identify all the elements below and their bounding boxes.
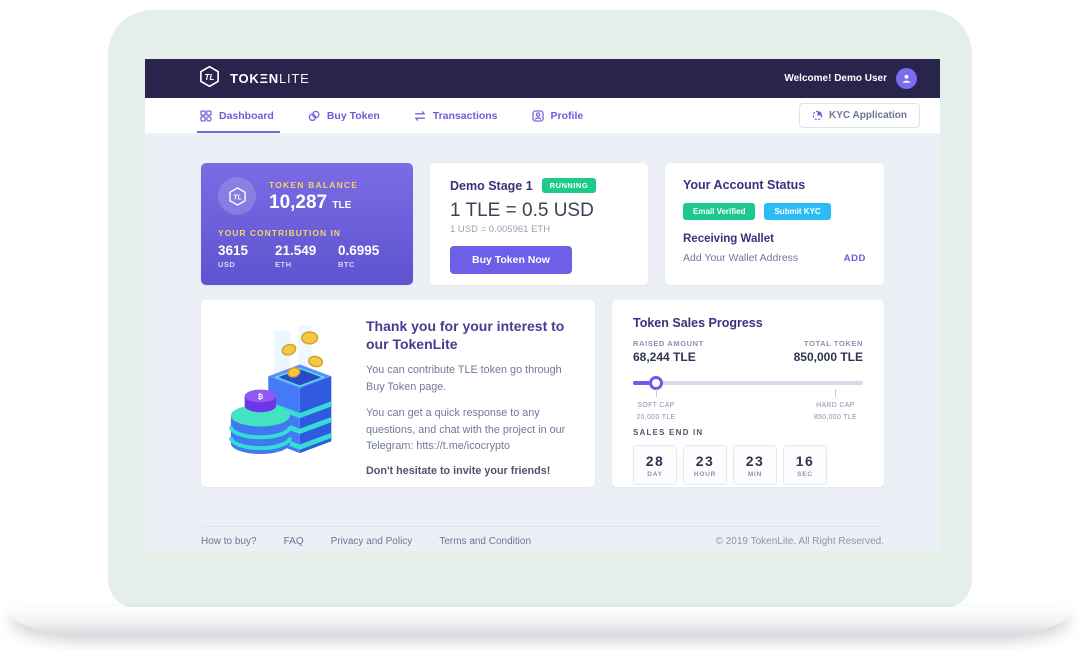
countdown-day: 28 DAY: [633, 445, 677, 485]
dashboard-content: TL TOKEN BALANCE 10,287 TLE YOUR CONTRIB…: [145, 134, 940, 551]
brand-cube-icon: TL: [198, 65, 221, 93]
progress-title: Token Sales Progress: [633, 316, 763, 330]
sale-stage-card: Demo Stage 1 RUNNING 1 TLE = 0.5 USD 1 U…: [430, 163, 648, 285]
swap-arrows-icon: [414, 110, 425, 121]
nav-item-transactions[interactable]: Transactions: [414, 98, 498, 133]
app-screen: TL TOKΞNLITE Welcome! Demo User: [145, 59, 940, 551]
countdown-hour: 23 HOUR: [683, 445, 727, 485]
coins-stack-illustration: ₿: [223, 325, 351, 470]
thank-you-card: ₿ Thank you for your interest to our Tok…: [201, 300, 595, 487]
detail-cards-row: ₿ Thank you for your interest to our Tok…: [201, 300, 884, 487]
token-balance-amount: 10,287 TLE: [269, 192, 352, 213]
token-balance-label: TOKEN BALANCE: [269, 180, 359, 190]
receiving-wallet-title: Receiving Wallet: [683, 233, 774, 245]
dashboard-grid-icon: [200, 109, 212, 122]
copyright-text: © 2019 TokenLite. All Right Reserved.: [715, 536, 884, 547]
add-wallet-link[interactable]: ADD: [843, 252, 866, 264]
sales-progress-slider: SOFT CAP 20,000 TLE HARD CAP 850,000 TLE: [633, 376, 863, 421]
top-header-bar: TL TOKΞNLITE Welcome! Demo User: [145, 59, 940, 98]
nav-label: Transactions: [432, 109, 498, 122]
nav-item-dashboard[interactable]: Dashboard: [197, 98, 280, 133]
brand-logo[interactable]: TL TOKΞNLITE: [198, 65, 310, 93]
user-menu[interactable]: Welcome! Demo User: [784, 68, 917, 89]
nav-items: Dashboard Buy Token: [197, 98, 584, 133]
footer-link-privacy[interactable]: Privacy and Policy: [330, 536, 413, 547]
kyc-application-button[interactable]: KYC Application: [799, 103, 920, 128]
footer-link-faq[interactable]: FAQ: [283, 536, 304, 547]
thank-you-paragraph-2: You can get a quick response to any ques…: [366, 406, 566, 453]
raised-amount: RAISED AMOUNT 68,244 TLE: [633, 339, 704, 364]
footer-link-terms[interactable]: Terms and Condition: [439, 536, 532, 547]
countdown-min: 23 MIN: [733, 445, 777, 485]
sales-end-label: SALES END IN: [633, 428, 704, 437]
buy-token-now-button[interactable]: Buy Token Now: [450, 246, 572, 274]
total-token: TOTAL TOKEN 850,000 TLE: [793, 339, 863, 364]
soft-cap-tick: [656, 389, 657, 397]
wallet-address-hint: Add Your Wallet Address: [683, 252, 799, 264]
welcome-text: Welcome! Demo User: [784, 73, 887, 84]
email-verified-badge[interactable]: Email Verified: [683, 203, 756, 220]
contribution-label: YOUR CONTRIBUTION IN: [218, 228, 341, 238]
nav-label: Profile: [550, 109, 584, 122]
hard-cap-tick: [835, 389, 837, 397]
nav-label: Buy Token: [326, 109, 380, 122]
token-sub-rate: 1 USD = 0.005961 ETH: [450, 224, 551, 235]
soft-cap-label: SOFT CAP 20,000 TLE: [636, 402, 676, 421]
token-sales-progress-card: Token Sales Progress RAISED AMOUNT 68,24…: [612, 300, 884, 487]
nav-item-profile[interactable]: Profile: [531, 98, 584, 133]
token-rate: 1 TLE = 0.5 USD: [450, 200, 594, 221]
page-footer: How to buy? FAQ Privacy and Policy Terms…: [201, 526, 884, 547]
slider-knob[interactable]: [649, 376, 663, 390]
stage-title: Demo Stage 1: [450, 178, 533, 193]
countdown-sec: 16 SEC: [783, 445, 827, 485]
invite-friends-note: Don't hesitate to invite your friends!: [366, 465, 551, 478]
running-status-badge: RUNNING: [541, 178, 597, 193]
thank-you-paragraph-1: You can contribute TLE token go through …: [366, 364, 562, 394]
active-tab-underline: [197, 131, 280, 133]
hard-cap-label: HARD CAP 850,000 TLE: [813, 402, 858, 421]
countdown-timer: 28 DAY 23 HOUR 23 MIN 16: [633, 445, 863, 485]
svg-text:TL: TL: [205, 72, 215, 81]
account-status-title: Your Account Status: [683, 178, 806, 192]
user-icon: [902, 74, 911, 83]
summary-cards-row: TL TOKEN BALANCE 10,287 TLE YOUR CONTRIB…: [201, 163, 884, 285]
slider-fill: [633, 381, 656, 385]
coins-icon: [308, 110, 320, 121]
contribution-values: 3615 USD 21.549 ETH 0.6995 BTC: [218, 243, 396, 269]
slider-track: [633, 381, 863, 385]
laptop-base: [10, 607, 1070, 635]
nav-label: Dashboard: [219, 109, 274, 122]
svg-text:₿: ₿: [258, 393, 264, 401]
main-nav: Dashboard Buy Token: [145, 98, 940, 134]
svg-text:TL: TL: [233, 194, 242, 201]
thank-you-title: Thank you for your interest to our Token…: [366, 318, 565, 353]
contribution-usd: 3615 USD: [218, 243, 249, 269]
account-status-card: Your Account Status Email Verified Submi…: [665, 163, 884, 285]
contribution-eth: 21.549 ETH: [275, 243, 317, 269]
submit-kyc-badge[interactable]: Submit KYC: [764, 203, 831, 220]
nav-item-buy-token[interactable]: Buy Token: [308, 98, 380, 133]
profile-icon: [531, 109, 544, 122]
footer-link-how-to-buy[interactable]: How to buy?: [201, 536, 257, 547]
token-balance-card: TL TOKEN BALANCE 10,287 TLE YOUR CONTRIB…: [201, 163, 413, 285]
token-logo-icon: TL: [218, 177, 256, 215]
contribution-btc: 0.6995 BTC: [338, 243, 380, 269]
user-avatar[interactable]: [896, 68, 917, 89]
brand-name: TOKΞNLITE: [230, 71, 310, 86]
pie-progress-icon: [812, 110, 823, 121]
kyc-button-label: KYC Application: [829, 110, 907, 121]
